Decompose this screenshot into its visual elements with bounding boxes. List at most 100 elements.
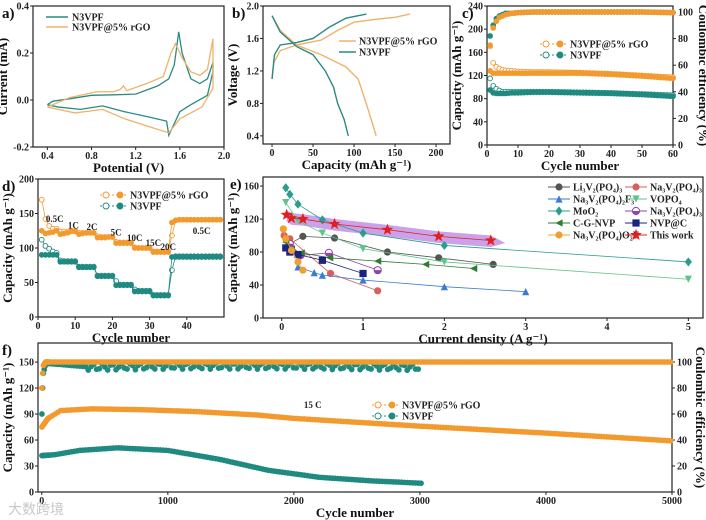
hollow-data-point xyxy=(374,401,382,409)
data-point xyxy=(282,244,290,252)
y2-tick-label: 20 xyxy=(678,114,688,125)
y2-tick-label: 80 xyxy=(678,34,688,45)
data-point xyxy=(286,189,294,199)
legend-label: This work xyxy=(650,231,694,242)
panel-label: c) xyxy=(462,6,474,22)
y-tick-label: 0 xyxy=(29,488,34,499)
legend-label: N3VPF@5% rGO xyxy=(359,37,438,48)
data-point xyxy=(226,366,233,372)
data-point xyxy=(109,234,116,240)
rate-label: 2C xyxy=(86,222,97,232)
legend-label: NVP@C xyxy=(650,219,687,230)
data-point xyxy=(556,51,564,59)
y-tick-label: 80 xyxy=(249,248,259,259)
x-tick-label: 0 xyxy=(36,321,41,332)
y2-tick-label: 60 xyxy=(677,409,687,420)
hollow-data-point xyxy=(38,196,45,203)
data-point xyxy=(493,18,500,25)
data-point xyxy=(104,367,111,373)
x-axis-title: Capacity (mAh g⁻¹) xyxy=(302,157,412,172)
data-point xyxy=(470,264,478,273)
plot-frame xyxy=(262,5,451,145)
data-point xyxy=(38,227,45,234)
x-tick-label: 20 xyxy=(107,321,117,332)
data-point xyxy=(383,248,392,256)
data-point xyxy=(254,366,261,372)
plot-frame xyxy=(37,342,673,493)
data-point xyxy=(53,252,60,258)
hollow-data-point xyxy=(42,216,49,222)
x-axis-title: Current density (A g⁻¹) xyxy=(418,331,547,346)
legend-label: N3VPF@5% rGO xyxy=(570,40,649,51)
charge-discharge-curve-3 xyxy=(271,15,349,137)
legend-label: VOPO₄ xyxy=(650,195,682,206)
data-point xyxy=(282,183,290,193)
data-point xyxy=(299,232,307,240)
y2-tick-label: 20 xyxy=(677,461,687,472)
data-point xyxy=(440,258,448,266)
data-point xyxy=(217,254,224,260)
legend-label: N3VPF@5% rGO xyxy=(402,401,481,412)
data-point xyxy=(151,366,158,372)
y-axis-title: Capacity (mAh g⁻¹) xyxy=(225,193,240,303)
data-point xyxy=(146,245,153,251)
y2-tick-label: 100 xyxy=(678,7,693,18)
x-tick-label: 200 xyxy=(429,148,444,159)
panel-a: 0.4 0.8 1.2 1.6 2.0 -0.2 0.0 0.2 0.4 Potential (V… xyxy=(0,2,230,176)
panel-c: 0 10 20 30 40 50 60040801201602002400204060801… xyxy=(449,2,706,174)
y-tick-label: 120 xyxy=(19,384,34,395)
data-point xyxy=(128,240,134,247)
data-point xyxy=(670,9,676,16)
data-point xyxy=(116,191,124,199)
y-axis-title: Capacity (mAh g⁻¹) xyxy=(0,193,15,303)
panel-label: f) xyxy=(2,343,12,359)
data-point xyxy=(359,269,367,278)
y-tick-label: 0.4 xyxy=(17,2,30,13)
this-work-highlight xyxy=(286,209,506,248)
data-point xyxy=(555,206,563,216)
y2-axis-title: Coulombic efficiency (%) xyxy=(693,347,706,489)
x-tick-label: 2000 xyxy=(284,496,304,507)
plot-frame xyxy=(262,176,704,319)
data-point xyxy=(376,367,383,373)
data-point xyxy=(555,219,563,227)
data-point xyxy=(415,366,422,372)
data-point xyxy=(294,258,302,266)
data-point xyxy=(556,40,564,48)
y-tick-label: 0.0 xyxy=(17,96,30,107)
panel-label: a) xyxy=(2,6,15,22)
x-tick-label: 10 xyxy=(513,149,523,160)
x-tick-label: 60 xyxy=(668,149,678,160)
data-point xyxy=(348,366,355,373)
legend-label: Na₃V₂(PO₄)O₂F xyxy=(573,231,639,242)
data-point xyxy=(522,288,530,296)
x-tick-label: 10 xyxy=(70,321,80,332)
panel-d: 0 10 20 30 40 0 50 100 150 200 Cycle number Capacit… xyxy=(0,175,225,345)
y-tick-label: 0 xyxy=(29,313,34,324)
data-point xyxy=(670,93,676,100)
y-axis-title: Capacity (mAh g⁻¹) xyxy=(0,363,15,473)
data-point xyxy=(632,219,640,227)
watermark-logo: 大数跨境 xyxy=(8,502,64,518)
legend-label: Na₃V₂(PO₄)₃ xyxy=(650,183,702,194)
x-axis-title: Cycle number xyxy=(92,330,171,345)
hollow-data-point xyxy=(46,245,53,252)
y-tick-label: 160 xyxy=(244,182,259,193)
y-tick-label: 2.0 xyxy=(247,2,260,13)
y2-tick-label: 0 xyxy=(678,141,683,152)
rate-label: 15C xyxy=(146,238,162,248)
y2-tick-label: 0 xyxy=(677,488,682,499)
x-tick-label: 30 xyxy=(575,149,585,160)
data-point xyxy=(39,411,45,417)
data-point xyxy=(297,212,309,225)
charge-discharge-curve-2 xyxy=(271,13,367,80)
y-tick-label: 0.2 xyxy=(17,49,30,60)
y-tick-label: 1.2 xyxy=(247,66,260,77)
hollow-data-point xyxy=(542,51,550,59)
x-tick-label: 1.6 xyxy=(174,151,187,162)
hollow-data-point xyxy=(38,236,45,243)
x-tick-label: 3000 xyxy=(410,496,430,507)
y-tick-label: 200 xyxy=(468,25,483,36)
data-point xyxy=(326,254,334,262)
series-line xyxy=(289,243,378,271)
